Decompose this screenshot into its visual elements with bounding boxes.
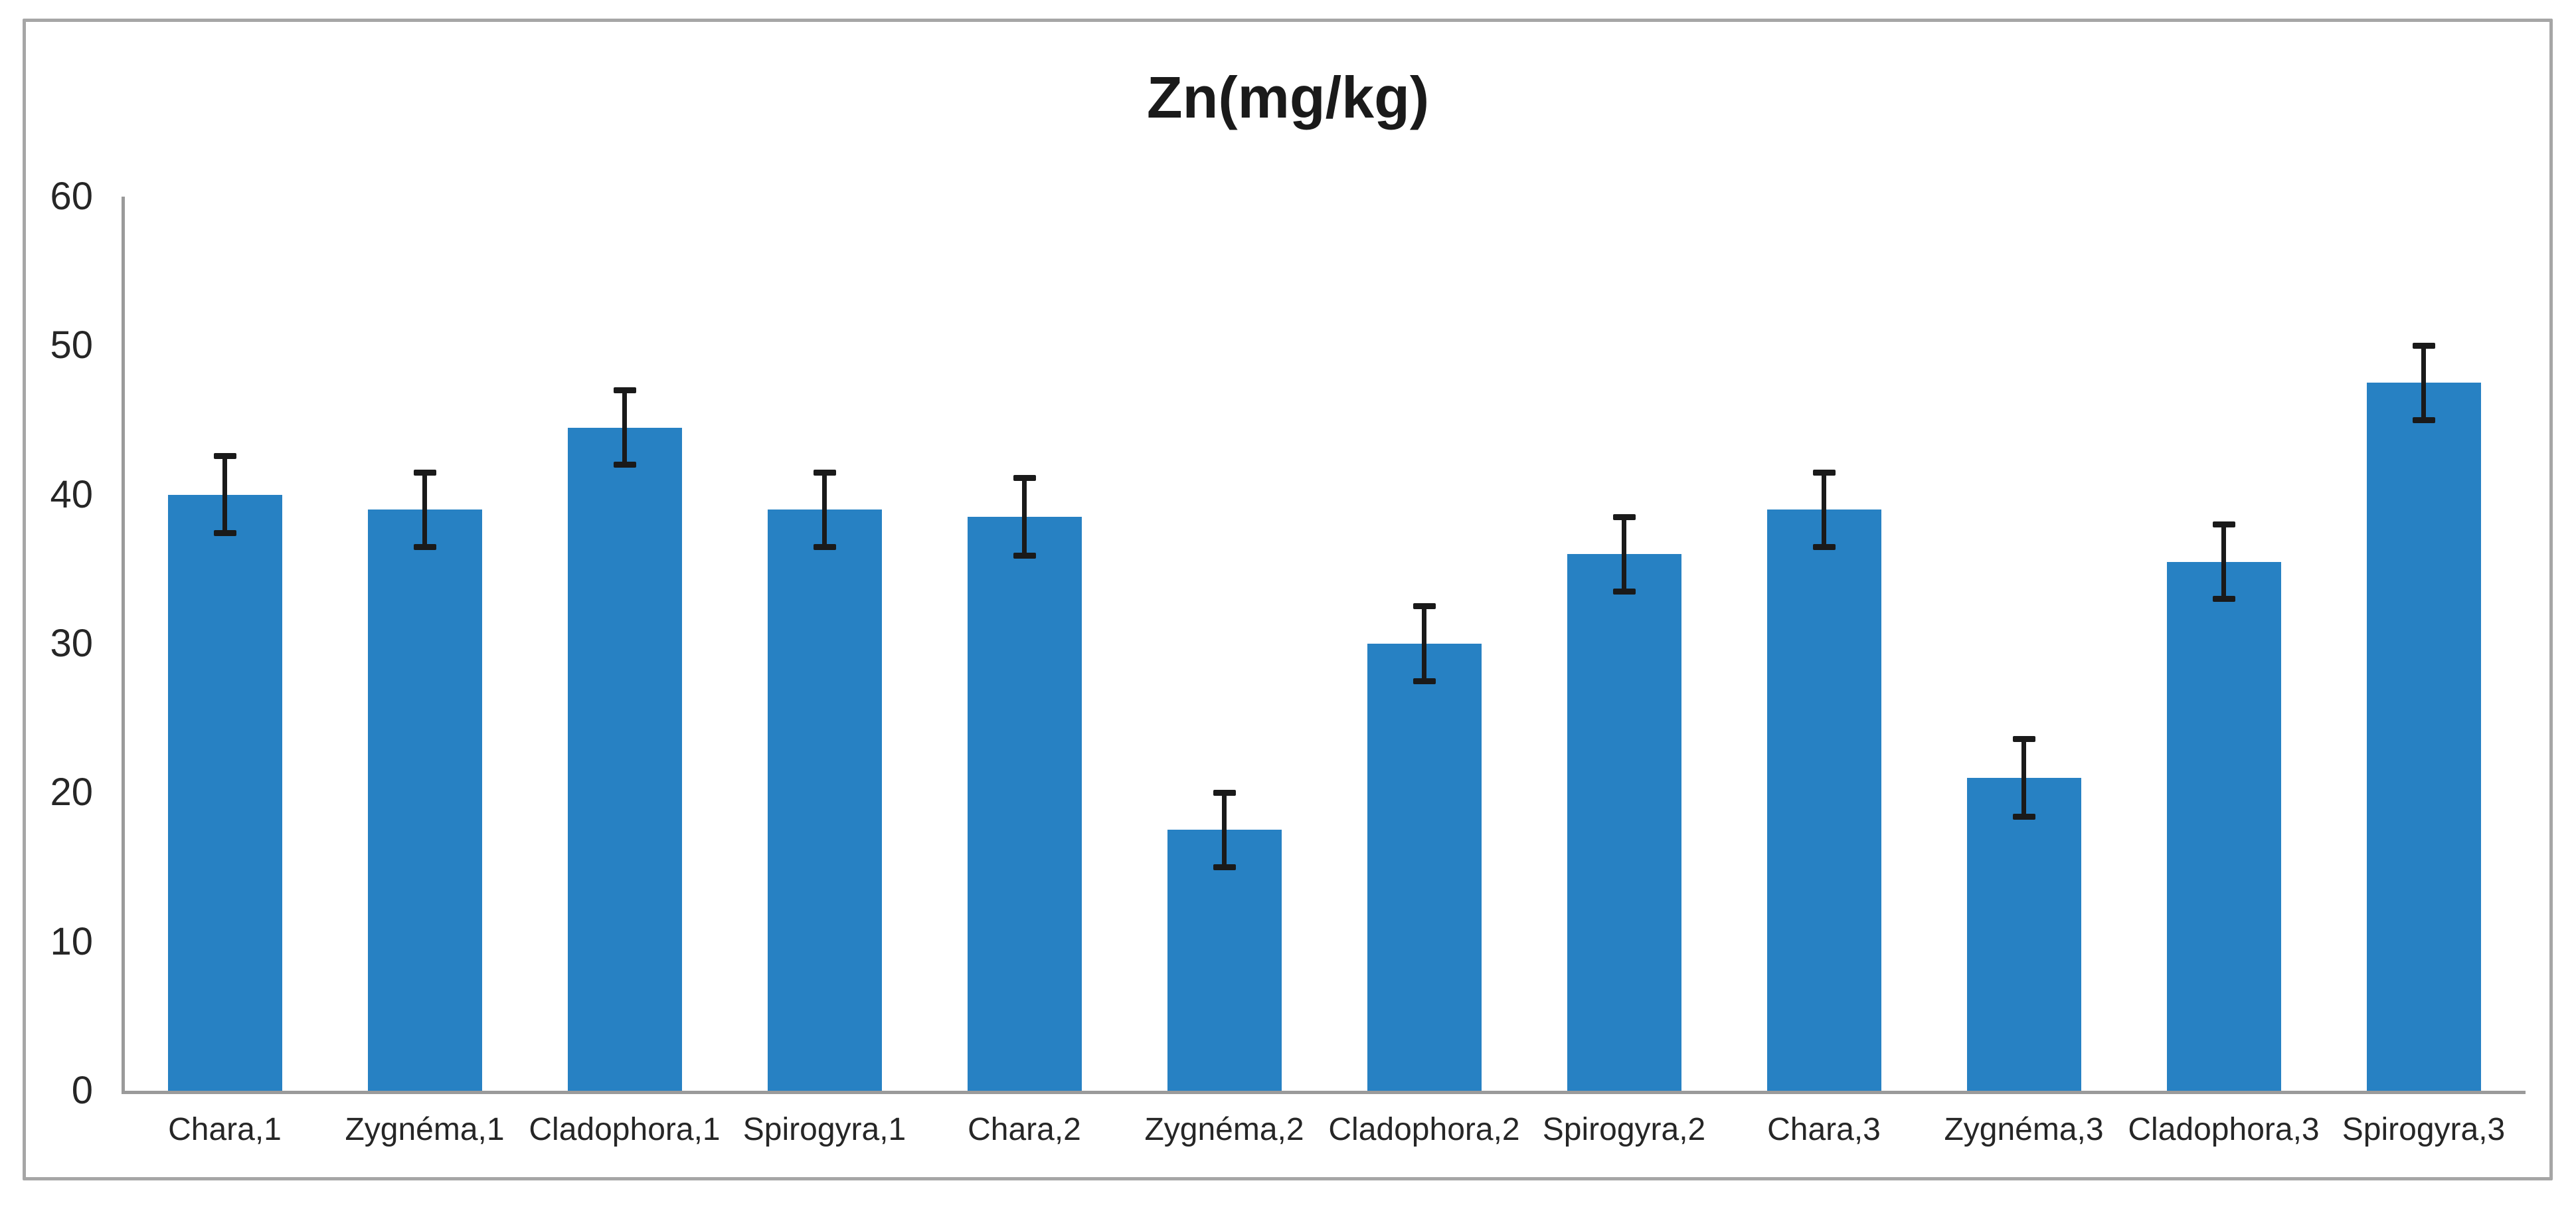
chart-title: Zn(mg/kg) (1146, 64, 1430, 130)
error-bar-cap (1213, 864, 1236, 870)
x-axis-line (122, 1091, 2526, 1094)
bar-Chara,1 (167, 494, 282, 1091)
error-bar-cap (2212, 596, 2235, 603)
bar-Cladophora,1 (567, 427, 682, 1091)
error-bar-cap (1612, 588, 1636, 595)
y-tick-label: 60 (50, 175, 93, 218)
error-bar-cap (1013, 553, 1036, 559)
error-bar-cap (413, 469, 436, 476)
y-tick-label: 30 (50, 622, 93, 665)
error-bar-line (622, 390, 627, 465)
error-bar-cap (1812, 469, 1836, 476)
y-axis-line (122, 197, 125, 1094)
error-bar-line (1422, 606, 1426, 682)
bar-Cladophora,2 (1367, 644, 1482, 1091)
y-tick-label: 40 (50, 472, 93, 516)
error-bar-line (422, 472, 427, 547)
error-bar-cap (413, 543, 436, 550)
error-bar-cap (213, 530, 236, 537)
x-axis-label: Spirogyra,2 (1542, 1112, 1706, 1147)
error-bar-line (2221, 524, 2226, 599)
error-bar-cap (213, 452, 236, 459)
error-bar-cap (1413, 603, 1436, 610)
x-axis-label: Zygnéma,3 (1944, 1112, 2104, 1147)
x-axis-label: Chara,1 (168, 1112, 282, 1147)
bar-Chara,2 (967, 517, 1082, 1091)
bar-Chara,3 (1766, 510, 1881, 1091)
x-axis-label: Cladophora,3 (2128, 1112, 2320, 1147)
error-bar-line (2021, 739, 2026, 817)
y-tick-label: 50 (50, 324, 93, 367)
x-axis-label: Cladophora,1 (529, 1112, 721, 1147)
error-bar-line (822, 472, 827, 547)
error-bar-line (1222, 792, 1227, 868)
error-bar-cap (2412, 342, 2435, 349)
error-bar-cap (813, 543, 836, 550)
x-axis-label: Cladophora,2 (1328, 1112, 1520, 1147)
x-axis-label: Spirogyra,3 (2342, 1112, 2506, 1147)
x-axis-label: Chara,2 (968, 1112, 1081, 1147)
error-bar-cap (2012, 813, 2035, 820)
error-bar-line (1022, 478, 1027, 556)
error-bar-cap (613, 387, 636, 394)
error-bar-cap (1213, 789, 1236, 796)
error-bar-line (1822, 472, 1826, 547)
error-bar-cap (1812, 543, 1836, 550)
bar-Zygnéma,1 (367, 510, 482, 1091)
error-bar-cap (2412, 417, 2435, 423)
error-bar-cap (1013, 475, 1036, 482)
error-bar-cap (2012, 736, 2035, 743)
error-bar-cap (2212, 521, 2235, 528)
x-axis-label: Chara,3 (1767, 1112, 1881, 1147)
error-bar-cap (613, 462, 636, 468)
bar-Spirogyra,1 (767, 510, 882, 1091)
x-axis-label: Zygnéma,1 (345, 1112, 505, 1147)
bar-Zygnéma,2 (1167, 830, 1282, 1091)
y-tick-label: 20 (50, 771, 93, 814)
bar-Cladophora,3 (2166, 561, 2281, 1091)
error-bar-line (222, 456, 227, 533)
error-bar-cap (1413, 678, 1436, 684)
bar-Spirogyra,2 (1567, 554, 1681, 1091)
error-bar-cap (813, 469, 836, 476)
bar-Spirogyra,3 (2366, 383, 2481, 1091)
x-axis-label: Zygnéma,2 (1144, 1112, 1304, 1147)
error-bar-cap (1612, 513, 1636, 520)
error-bar-line (2421, 345, 2426, 420)
y-tick-label: 10 (50, 919, 93, 963)
x-axis-label: Spirogyra,1 (742, 1112, 906, 1147)
error-bar-line (1622, 517, 1626, 592)
bar-Zygnéma,3 (1966, 777, 2081, 1091)
y-tick-label: 0 (71, 1069, 93, 1112)
